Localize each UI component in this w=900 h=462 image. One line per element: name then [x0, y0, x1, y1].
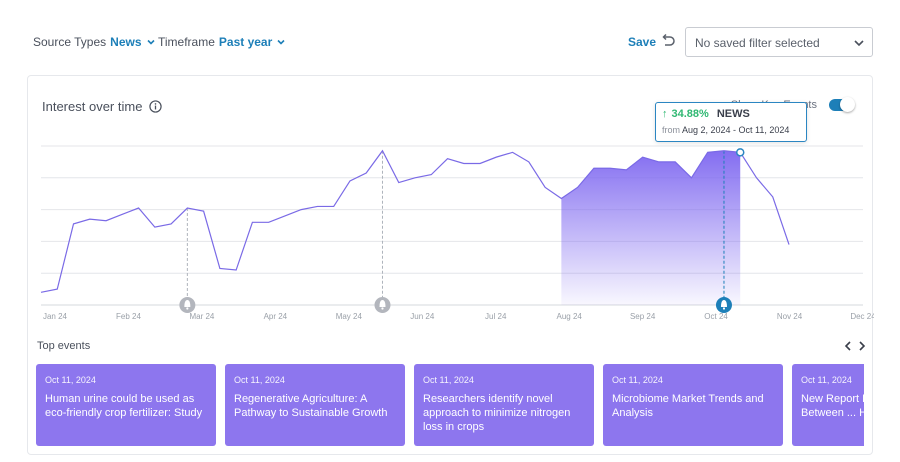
chevron-down-icon [854, 40, 864, 47]
top-events-title: Top events [37, 340, 91, 352]
x-tick-label: Mar 24 [189, 312, 214, 321]
event-title: Researchers identify novel approach to m… [423, 393, 571, 433]
save-button[interactable]: Save [628, 35, 657, 49]
x-tick-label: Nov 24 [777, 312, 803, 321]
series-line [40, 149, 790, 293]
saved-filter-value: No saved filter selected [695, 36, 820, 50]
chevron-down-icon [277, 39, 285, 45]
x-tick-label: Aug 24 [557, 312, 583, 321]
show-key-events-toggle[interactable] [829, 97, 855, 112]
event-card[interactable]: Oct 11, 2024 Human urine could be used a… [36, 364, 216, 446]
event-date: Oct 11, 2024 [423, 375, 474, 385]
event-card[interactable]: Oct 11, 2024 Regenerative Agriculture: A… [225, 364, 405, 446]
x-tick-label: Oct 24 [704, 312, 728, 321]
bell-icon-shape [184, 300, 191, 307]
event-card[interactable]: Oct 11, 2024 Researchers identify novel … [414, 364, 594, 446]
source-types-label: Source Types [33, 35, 107, 49]
x-tick-label: Feb 24 [116, 312, 141, 321]
event-card[interactable]: Oct 11, 2024 Microbiome Market Trends an… [603, 364, 783, 446]
x-tick-label: May 24 [336, 312, 363, 321]
event-title: Microbiome Market Trends and Analysis [612, 393, 764, 419]
card-title-text: Interest over time [42, 99, 143, 114]
event-date: Oct 11, 2024 [801, 375, 852, 385]
x-tick-label: Jul 24 [485, 312, 507, 321]
bell-icon-clapper [381, 307, 384, 310]
saved-filter-select[interactable]: No saved filter selected [685, 27, 873, 57]
chevron-right-icon[interactable] [857, 340, 867, 352]
highlight-area [561, 150, 741, 305]
bell-icon-clapper [186, 307, 189, 310]
data-point [735, 148, 745, 157]
tooltip-arrow-up-icon: ↑ [662, 108, 668, 120]
event-date: Oct 11, 2024 [45, 375, 96, 385]
undo-icon[interactable] [660, 33, 676, 49]
event-date: Oct 11, 2024 [612, 375, 663, 385]
bell-icon-shape [720, 300, 727, 307]
info-icon[interactable] [149, 100, 163, 113]
x-tick-label: Sep 24 [630, 312, 656, 321]
interest-over-time-card: Interest over time Show Key Events Jan 2… [27, 75, 874, 455]
x-tick-label: Jun 24 [410, 312, 435, 321]
bell-icon-clapper [722, 307, 726, 310]
event-title: New Report Reveals Links Between ... Hum… [801, 393, 864, 419]
event-date: Oct 11, 2024 [234, 375, 285, 385]
tooltip-from-label: from [662, 125, 680, 135]
chart-tooltip: ↑ 34.88% NEWS from Aug 2, 2024 - Oct 11,… [655, 102, 807, 142]
interest-chart: Jan 24 Feb 24 Mar 24 Apr 24 May 24 Jun 24 Jul … [40, 145, 874, 321]
tooltip-change: 34.88% [671, 108, 709, 120]
timeframe-filter[interactable]: Timeframe Past year [158, 35, 286, 49]
x-tick-label: Dec 24 [850, 312, 874, 321]
event-title: Human urine could be used as eco-friendl… [45, 393, 203, 419]
x-tick-label: Jan 24 [43, 312, 68, 321]
timeframe-value: Past year [218, 35, 273, 49]
timeframe-label: Timeframe [158, 35, 215, 49]
tooltip-range: Aug 2, 2024 - Oct 11, 2024 [682, 125, 790, 135]
event-title: Regenerative Agriculture: A Pathway to S… [234, 393, 388, 419]
chevron-down-icon [146, 39, 155, 45]
tooltip-source: NEWS [716, 108, 750, 120]
source-types-value: News [110, 35, 142, 49]
card-title: Interest over time [42, 99, 163, 114]
bell-icon-shape [379, 300, 386, 307]
toggle-knob [840, 97, 855, 112]
x-tick-label: Apr 24 [264, 312, 288, 321]
events-carousel: Oct 11, 2024 Human urine could be used a… [36, 364, 864, 446]
source-types-filter[interactable]: Source Types News [33, 35, 156, 49]
chevron-left-icon[interactable] [843, 340, 853, 352]
event-card[interactable]: Oct 11, 2024 New Report Reveals Links Be… [792, 364, 864, 446]
